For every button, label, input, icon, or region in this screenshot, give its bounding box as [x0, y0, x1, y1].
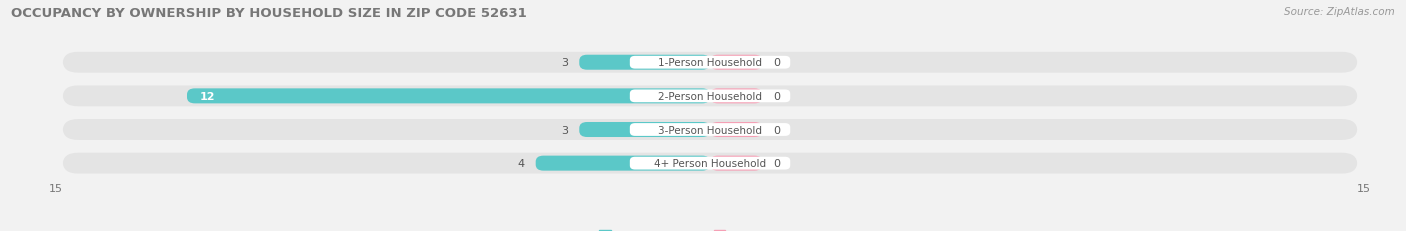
FancyBboxPatch shape: [710, 89, 762, 104]
Text: 0: 0: [773, 58, 780, 68]
Text: 12: 12: [200, 91, 215, 101]
FancyBboxPatch shape: [710, 55, 762, 70]
FancyBboxPatch shape: [710, 122, 762, 137]
FancyBboxPatch shape: [63, 153, 1357, 174]
Text: 3-Person Household: 3-Person Household: [658, 125, 762, 135]
Text: Source: ZipAtlas.com: Source: ZipAtlas.com: [1284, 7, 1395, 17]
Text: 4: 4: [517, 158, 524, 168]
FancyBboxPatch shape: [630, 124, 790, 136]
FancyBboxPatch shape: [710, 156, 762, 171]
FancyBboxPatch shape: [536, 156, 710, 171]
Text: 3: 3: [561, 58, 568, 68]
Text: OCCUPANCY BY OWNERSHIP BY HOUSEHOLD SIZE IN ZIP CODE 52631: OCCUPANCY BY OWNERSHIP BY HOUSEHOLD SIZE…: [11, 7, 527, 20]
FancyBboxPatch shape: [630, 57, 790, 69]
Text: 3: 3: [561, 125, 568, 135]
FancyBboxPatch shape: [63, 120, 1357, 140]
FancyBboxPatch shape: [63, 53, 1357, 73]
Text: 0: 0: [773, 158, 780, 168]
FancyBboxPatch shape: [187, 89, 710, 104]
Text: 0: 0: [773, 91, 780, 101]
Text: 2-Person Household: 2-Person Household: [658, 91, 762, 101]
FancyBboxPatch shape: [63, 86, 1357, 107]
FancyBboxPatch shape: [630, 90, 790, 103]
Text: 0: 0: [773, 125, 780, 135]
Legend: Owner-occupied, Renter-occupied: Owner-occupied, Renter-occupied: [595, 225, 825, 231]
FancyBboxPatch shape: [630, 157, 790, 170]
Text: 4+ Person Household: 4+ Person Household: [654, 158, 766, 168]
Text: 1-Person Household: 1-Person Household: [658, 58, 762, 68]
FancyBboxPatch shape: [579, 55, 710, 70]
FancyBboxPatch shape: [579, 122, 710, 137]
